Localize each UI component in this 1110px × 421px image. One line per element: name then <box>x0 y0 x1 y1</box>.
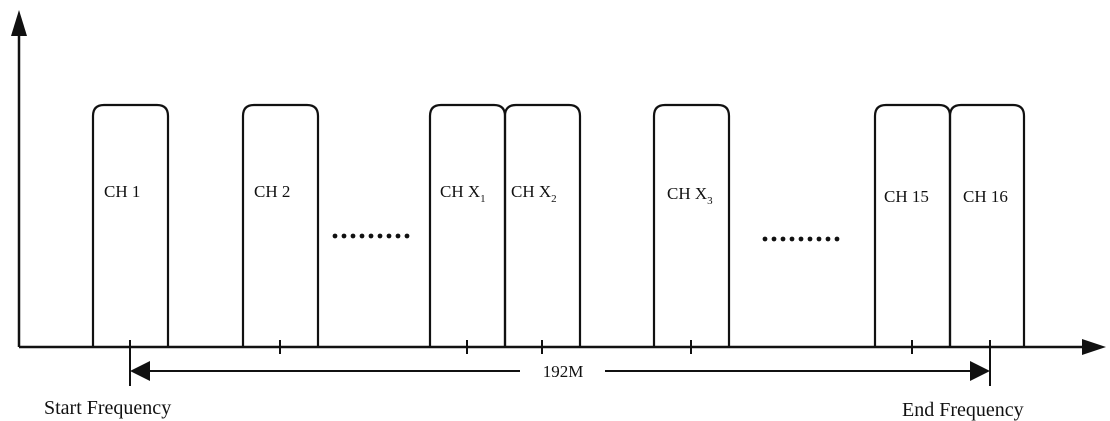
channel-label-chx1-main: CH X <box>440 182 480 201</box>
channel-label-chx3-sub: 3 <box>707 195 713 207</box>
y-axis-arrow <box>11 10 27 36</box>
channel-shape-ch2 <box>241 103 320 347</box>
channel-label-chx1: CH X1 <box>440 182 486 205</box>
ellipsis-dots-left <box>332 233 410 239</box>
channel-label-ch15: CH 15 <box>884 187 929 206</box>
channel-shapes <box>91 103 1026 347</box>
start-frequency-label: Start Frequency <box>44 397 171 419</box>
channel-label-ch16: CH 16 <box>963 187 1008 206</box>
span-label: 192M <box>543 362 584 381</box>
channel-label-chx1-sub: 1 <box>480 193 486 205</box>
channel-shape-ch16 <box>948 103 1026 347</box>
channel-label-ch1: CH 1 <box>104 182 140 201</box>
channel-label-chx3: CH X3 <box>667 184 713 207</box>
channel-shape-ch1 <box>91 103 170 347</box>
channel-label-chx2-sub: 2 <box>551 193 557 205</box>
ellipsis-dots-right <box>762 236 840 242</box>
channel-shape-ch15 <box>873 103 952 347</box>
x-axis-arrow <box>1082 339 1106 355</box>
end-frequency-label: End Frequency <box>902 399 1024 421</box>
channel-label-chx2-main: CH X <box>511 182 551 201</box>
channel-shape-chx1 <box>428 103 507 347</box>
channel-label-chx3-main: CH X <box>667 184 707 203</box>
channel-shape-chx2 <box>503 103 582 347</box>
channel-label-chx2: CH X2 <box>511 182 557 205</box>
channel-shape-chx3 <box>652 103 731 347</box>
channel-label-ch2: CH 2 <box>254 182 290 201</box>
